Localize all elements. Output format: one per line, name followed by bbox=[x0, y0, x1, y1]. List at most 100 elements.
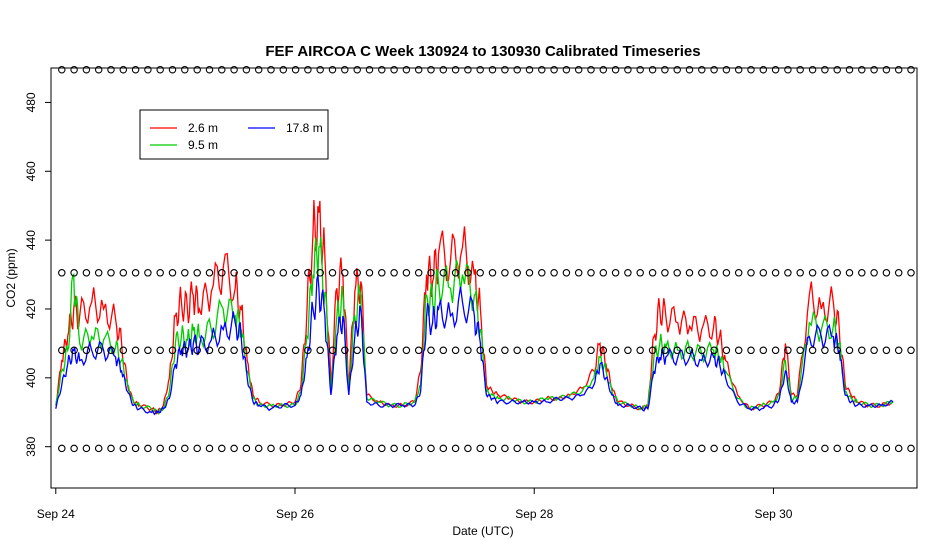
flag-marker bbox=[796, 346, 804, 355]
flag-marker bbox=[661, 269, 669, 277]
flag-marker bbox=[168, 444, 177, 453]
flag-marker bbox=[353, 444, 361, 453]
flag-marker bbox=[144, 269, 152, 277]
flag-marker bbox=[845, 346, 854, 355]
flag-marker bbox=[378, 444, 386, 453]
flag-marker bbox=[784, 346, 792, 355]
flag-marker bbox=[624, 65, 632, 74]
flag-marker bbox=[894, 65, 903, 74]
series-layer bbox=[55, 199, 894, 416]
flag-marker bbox=[636, 444, 644, 453]
flag-marker bbox=[242, 444, 251, 453]
flag-marker bbox=[119, 269, 128, 277]
flag-marker bbox=[685, 269, 694, 277]
flag-marker bbox=[870, 65, 878, 74]
flag-marker bbox=[144, 65, 152, 74]
flag-marker bbox=[488, 444, 497, 453]
flag-marker bbox=[82, 444, 91, 453]
flag-marker bbox=[501, 346, 509, 355]
x-tick-label: Sep 28 bbox=[515, 507, 553, 521]
flag-marker bbox=[538, 346, 546, 355]
flag-marker bbox=[168, 269, 177, 277]
flag-marker bbox=[685, 346, 694, 355]
flag-marker bbox=[538, 269, 546, 277]
flag-marker bbox=[882, 65, 891, 74]
flag-marker bbox=[341, 346, 349, 355]
flag-marker bbox=[181, 65, 189, 74]
flag-marker bbox=[624, 346, 632, 355]
flag-marker bbox=[230, 444, 238, 453]
flag-marker bbox=[70, 65, 78, 74]
flag-marker bbox=[427, 65, 435, 74]
flag-marker bbox=[328, 269, 337, 277]
flag-marker bbox=[328, 346, 337, 355]
flag-marker bbox=[230, 65, 238, 74]
flag-marker bbox=[427, 444, 435, 453]
flag-marker bbox=[58, 444, 66, 453]
flag-marker bbox=[242, 269, 251, 277]
flag-marker bbox=[698, 444, 706, 453]
flag-marker bbox=[784, 269, 792, 277]
x-tick-label: Sep 26 bbox=[276, 507, 314, 521]
flag-marker bbox=[402, 346, 411, 355]
flag-marker bbox=[316, 65, 324, 74]
flag-marker bbox=[833, 444, 841, 453]
flag-marker bbox=[821, 444, 829, 453]
flag-marker bbox=[353, 346, 361, 355]
flag-marker bbox=[119, 65, 128, 74]
flag-marker bbox=[107, 65, 115, 74]
flag-marker bbox=[636, 269, 644, 277]
flag-marker bbox=[722, 269, 731, 277]
flag-marker bbox=[476, 269, 484, 277]
flag-marker bbox=[414, 346, 423, 355]
flag-marker bbox=[845, 444, 854, 453]
flag-marker bbox=[611, 65, 620, 74]
flag-marker bbox=[771, 444, 780, 453]
flag-marker bbox=[759, 444, 768, 453]
flag-marker bbox=[451, 65, 460, 74]
flag-marker bbox=[907, 346, 915, 355]
flag-marker bbox=[525, 444, 534, 453]
flag-marker bbox=[439, 346, 448, 355]
flag-marker bbox=[439, 65, 448, 74]
x-axis-label: Date (UTC) bbox=[452, 524, 513, 538]
flag-marker bbox=[747, 346, 755, 355]
legend-label: 2.6 m bbox=[188, 121, 218, 135]
flag-marker bbox=[882, 444, 891, 453]
flag-marker bbox=[845, 269, 854, 277]
flag-marker bbox=[218, 444, 226, 453]
flag-marker bbox=[907, 444, 915, 453]
flag-marker bbox=[119, 444, 128, 453]
flag-marker bbox=[378, 346, 386, 355]
flag-marker bbox=[808, 444, 817, 453]
y-tick-label: 380 bbox=[24, 436, 38, 456]
flag-marker bbox=[624, 444, 632, 453]
flag-marker bbox=[291, 269, 300, 277]
flag-marker bbox=[291, 444, 300, 453]
flag-marker bbox=[427, 269, 435, 277]
flag-marker bbox=[205, 444, 214, 453]
flag-marker bbox=[82, 346, 91, 355]
flag-marker bbox=[58, 269, 66, 277]
flag-marker bbox=[58, 65, 66, 74]
flag-marker bbox=[267, 269, 275, 277]
flag-marker bbox=[611, 444, 620, 453]
flag-marker bbox=[488, 65, 497, 74]
flag-marker bbox=[587, 65, 595, 74]
flag-marker bbox=[636, 65, 644, 74]
flag-marker bbox=[734, 444, 743, 453]
flag-marker bbox=[193, 269, 201, 277]
flag-marker bbox=[513, 346, 521, 355]
flag-marker bbox=[94, 65, 103, 74]
flag-marker bbox=[279, 346, 288, 355]
flag-marker bbox=[673, 444, 681, 453]
flag-marker bbox=[304, 346, 312, 355]
x-axis: Sep 24 Sep 26 Sep 28 Sep 30 bbox=[37, 487, 793, 521]
flag-marker bbox=[808, 346, 817, 355]
flag-marker bbox=[821, 269, 829, 277]
flag-marker bbox=[501, 444, 509, 453]
flag-marker bbox=[784, 65, 792, 74]
flag-marker bbox=[550, 269, 558, 277]
flag-marker bbox=[759, 346, 768, 355]
chart-title: FEF AIRCOA C Week 130924 to 130930 Calib… bbox=[265, 43, 700, 60]
